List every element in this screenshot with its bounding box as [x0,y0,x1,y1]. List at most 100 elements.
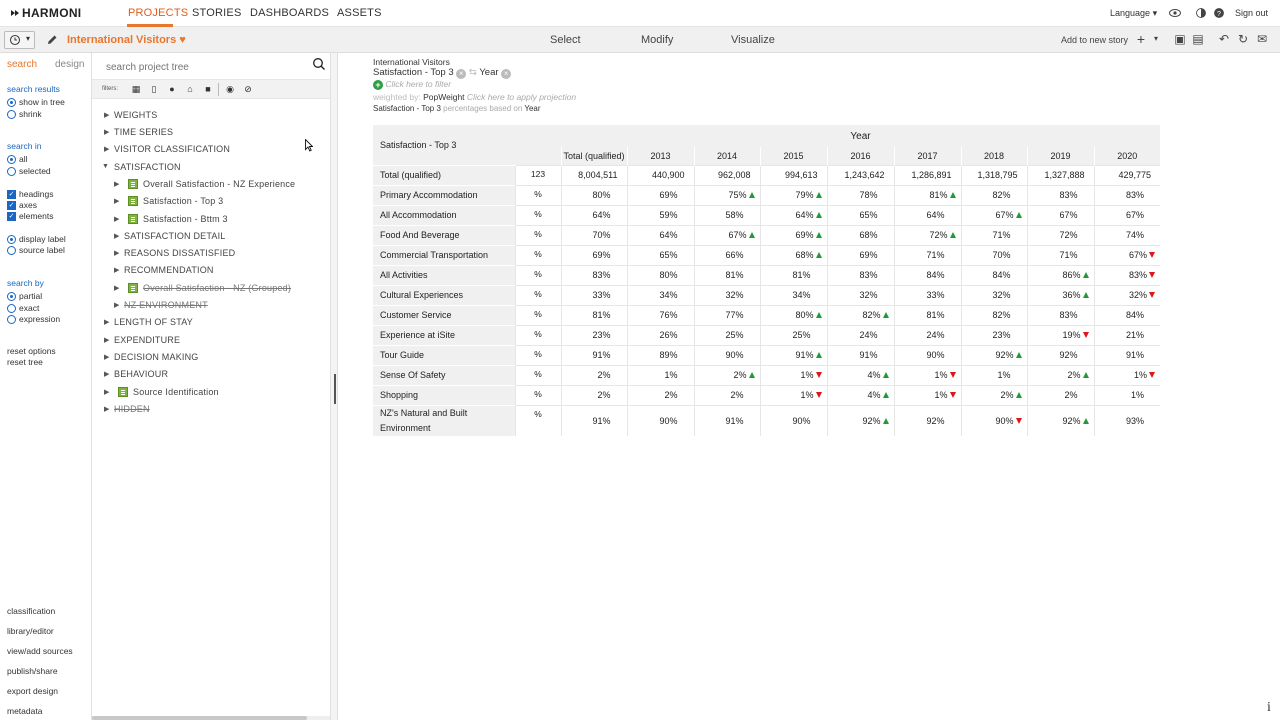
column-header[interactable]: 2018 [960,147,1027,165]
column-header[interactable]: 2013 [626,147,694,165]
tree-item-satisfaction-top3[interactable]: ▶ Satisfaction - Top 3 [92,195,330,209]
column-header[interactable]: 2017 [893,147,961,165]
row-label[interactable]: Food And Beverage [373,224,515,245]
splitter-grip[interactable] [334,374,336,404]
row-label[interactable]: Commercial Transportation [373,244,515,265]
column-header[interactable]: 2014 [693,147,760,165]
remove-row-variable-icon[interactable]: × [456,69,467,79]
hide-icon[interactable]: ⊘ [244,84,252,94]
tree-item-decision-making[interactable]: ▶ DECISION MAKING [92,351,330,365]
projection-hint[interactable]: Click here to apply projection [466,92,577,102]
row-label[interactable]: Primary Accommodation [373,184,515,205]
refresh-icon[interactable]: ↻ [1237,32,1249,46]
expand-arrow-icon[interactable]: ▶ [104,371,110,378]
language-menu[interactable]: Language ▾ [1110,8,1157,19]
mode-visualize[interactable]: Visualize [731,34,775,46]
history-dropdown[interactable]: ▾ [4,31,35,49]
option-source-label[interactable]: source label [7,245,65,255]
tree-item-nz-environment[interactable]: ▶ NZ ENVIRONMENT [92,299,330,313]
folder-filter-icon[interactable]: ■ [205,84,211,94]
column-header[interactable]: 2020 [1093,147,1160,165]
export-excel-icon[interactable]: ▣ [1174,32,1186,46]
list-filter-icon[interactable]: ▯ [151,84,157,94]
expand-arrow-icon[interactable]: ▶ [114,233,120,240]
tree-item-satisfaction-bttm3[interactable]: ▶ Satisfaction - Bttm 3 [92,213,330,227]
tree-item-length-of-stay[interactable]: ▶ LENGTH OF STAY [92,316,330,330]
nav-dashboards[interactable]: DASHBOARDS [250,7,330,19]
expand-arrow-icon[interactable]: ▶ [104,146,110,153]
weight-name[interactable]: PopWeight [423,92,465,102]
reset-tree-link[interactable]: reset tree [7,357,43,367]
option-partial[interactable]: partial [7,291,42,301]
metadata-link[interactable]: metadata [7,706,43,716]
check-elements[interactable]: ✓ elements [7,211,54,221]
option-exact[interactable]: exact [7,303,39,313]
group-header-year[interactable]: Year [561,125,1160,147]
publish-share-link[interactable]: publish/share [7,666,58,676]
add-icon[interactable]: + [1136,31,1146,47]
row-label[interactable]: All Accommodation [373,204,515,225]
tree-item-satisfaction-detail[interactable]: ▶ SATISFACTION DETAIL [92,230,330,244]
option-shrink[interactable]: shrink [7,109,42,119]
tree-item-hidden[interactable]: ▶ HIDDEN [92,403,330,417]
option-all[interactable]: all [7,154,28,164]
option-expression[interactable]: expression [7,314,60,324]
tree-item-visitor-classification[interactable]: ▶ VISITOR CLASSIFICATION [92,143,330,157]
tab-design[interactable]: design [55,59,85,70]
expand-arrow-icon[interactable]: ▶ [114,181,120,188]
option-show-in-tree[interactable]: show in tree [7,97,65,107]
tree-item-source-identification[interactable]: ▶ Source Identification [92,386,330,400]
column-header[interactable]: 2016 [826,147,894,165]
library-editor-link[interactable]: library/editor [7,626,54,636]
undo-icon[interactable]: ↶ [1218,32,1230,46]
row-label[interactable]: Total (qualified) [373,164,515,185]
tree-item-expenditure[interactable]: ▶ EXPENDITURE [92,334,330,348]
chevron-down-icon[interactable]: ▾ [1153,34,1158,43]
row-label[interactable]: Sense Of Safety [373,364,515,385]
reset-options-link[interactable]: reset options [7,346,56,356]
add-to-story-button[interactable]: Add to new story [1061,35,1129,45]
tree-item-behaviour[interactable]: ▶ BEHAVIOUR [92,368,330,382]
pin-filter-icon[interactable]: ● [169,84,175,94]
check-axes[interactable]: ✓ axes [7,200,37,210]
mode-select[interactable]: Select [550,34,581,46]
scrollbar-thumb[interactable] [92,716,307,720]
mode-modify[interactable]: Modify [641,34,674,46]
option-selected[interactable]: selected [7,166,51,176]
expand-arrow-icon[interactable]: ▶ [114,302,120,309]
pencil-icon[interactable] [46,34,58,46]
help-icon[interactable]: ? [1214,8,1224,18]
nav-projects[interactable]: PROJECTS [128,7,189,19]
tree-item-recommendation[interactable]: ▶ RECOMMENDATION [92,264,330,278]
grid-filter-icon[interactable]: ▦ [131,84,141,94]
pct-base-column[interactable]: Year [524,104,541,113]
show-icon[interactable]: ◉ [226,84,234,94]
tree-item-overall-satisfaction[interactable]: ▶ Overall Satisfaction - NZ Experience [92,178,330,192]
brand-logo[interactable]: HARMONI [10,6,81,20]
comment-icon[interactable]: ✉ [1256,32,1268,46]
expand-arrow-icon[interactable]: ▶ [104,354,110,361]
export-design-link[interactable]: export design [7,686,59,696]
classification-link[interactable]: classification [7,606,56,616]
row-label[interactable]: Tour Guide [373,344,515,365]
column-variable-chip[interactable]: Year [479,67,499,78]
row-variable-chip[interactable]: Satisfaction - Top 3 [373,67,454,78]
contrast-icon[interactable] [1196,8,1206,18]
tree-item-weights[interactable]: ▶ WEIGHTS [92,109,330,123]
expand-arrow-icon[interactable]: ▶ [114,267,120,274]
info-icon[interactable]: i [1267,700,1271,715]
row-label[interactable]: Customer Service [373,304,515,325]
tab-search[interactable]: search [7,59,38,70]
export-word-icon[interactable]: ▤ [1192,32,1204,46]
filter-line[interactable]: + Click here to filter [373,79,451,90]
tree-item-reasons-dissatisfied[interactable]: ▶ REASONS DISSATISFIED [92,247,330,261]
search-icon[interactable] [312,57,326,71]
collapse-arrow-icon[interactable]: ▼ [102,163,110,170]
row-label[interactable]: Cultural Experiences [373,284,515,305]
nav-assets[interactable]: ASSETS [337,7,382,19]
add-filter-icon[interactable]: + [373,80,383,90]
expand-arrow-icon[interactable]: ▶ [114,250,120,257]
expand-arrow-icon[interactable]: ▶ [114,198,120,205]
signout-link[interactable]: Sign out [1235,8,1269,18]
column-header[interactable]: 2019 [1026,147,1094,165]
